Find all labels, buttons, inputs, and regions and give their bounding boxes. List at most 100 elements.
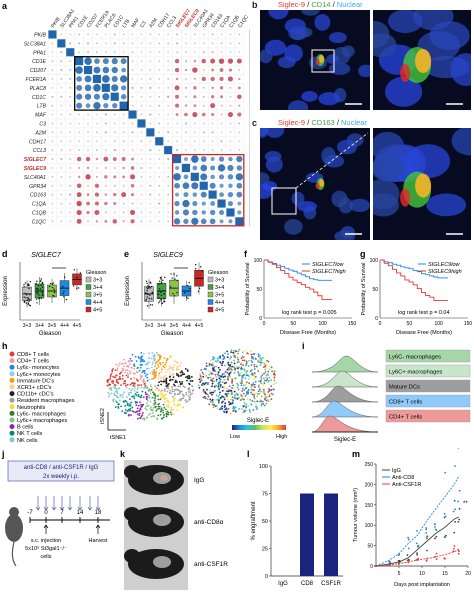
- matrix-cell: [122, 211, 125, 214]
- matrix-cell: [51, 95, 54, 98]
- matrix-cell: [104, 131, 107, 134]
- tsne-point: [153, 399, 156, 402]
- tsne-heat-point: [213, 385, 216, 388]
- matrix-cell: [60, 158, 63, 161]
- matrix-cell: [202, 140, 205, 143]
- data-point: [426, 549, 428, 552]
- matrix-cell: [48, 30, 57, 39]
- tsne-heat-point: [248, 409, 251, 411]
- matrix-cell: [167, 78, 169, 80]
- nucleus: [260, 128, 269, 138]
- tsne-point: [130, 377, 132, 380]
- matrix-cell: [219, 219, 224, 224]
- tsne-point: [178, 393, 180, 395]
- nucleus: [349, 198, 370, 213]
- tsne-point: [111, 369, 114, 372]
- x-tick-label: IgG: [278, 581, 288, 587]
- tsne-point: [185, 391, 187, 394]
- data-point: [453, 545, 456, 547]
- matrix-cell: [185, 95, 187, 98]
- data-point: [163, 299, 165, 301]
- matrix-cell: [140, 184, 143, 187]
- matrix-cell: [75, 66, 83, 74]
- tsne-point: [187, 400, 189, 403]
- matrix-cell: [105, 42, 107, 45]
- tsne-point: [162, 395, 165, 398]
- tsne-point: [114, 390, 117, 393]
- tsne-heat-point: [219, 384, 222, 386]
- tsne-heat-point: [202, 382, 205, 385]
- tsne-point: [172, 413, 175, 415]
- tsne-heat-point: [233, 362, 236, 365]
- matrix-cell: [211, 140, 214, 143]
- matrix-cell: [227, 191, 234, 198]
- cluster-label: XCR1+ cDC's: [17, 385, 52, 391]
- data-point: [164, 276, 166, 279]
- data-point: [417, 557, 419, 560]
- matrix-cell: [140, 113, 143, 116]
- legend-label: Anti-CD8: [392, 475, 414, 481]
- data-point: [29, 305, 32, 307]
- tsne-heat-point: [231, 382, 233, 385]
- tsne-point: [182, 394, 185, 397]
- tsne-point: [148, 367, 150, 370]
- panel-m-label: m: [352, 449, 360, 459]
- panel-k: k IgG anti-CD8α anti-CSF1R: [118, 448, 242, 594]
- tsne-point: [150, 383, 153, 386]
- tsne-heat-point: [230, 361, 233, 364]
- tsne-heat-point: [226, 368, 229, 371]
- data-point: [144, 292, 147, 294]
- matrix-cell: [51, 113, 54, 116]
- data-point: [53, 291, 56, 294]
- tsne-point: [168, 392, 171, 394]
- tsne-point: [184, 399, 187, 402]
- tsne-heat-point: [252, 409, 255, 411]
- tsne-heat-point: [228, 403, 231, 406]
- tsne-heat-point: [260, 357, 263, 360]
- tsne-heat-point: [219, 378, 222, 381]
- tsne-heat-point: [253, 383, 256, 386]
- panel-c-label: c: [252, 118, 258, 128]
- tsne-heat-point: [231, 365, 234, 368]
- tsne-heat-point: [209, 378, 212, 381]
- matrix-cell: [60, 220, 63, 223]
- tsne-point: [179, 371, 182, 374]
- cluster-swatch: [9, 430, 15, 436]
- stained-cell-red: [315, 183, 320, 189]
- row-gene-label: GPR34: [29, 184, 46, 190]
- tsne-heat-point: [218, 402, 221, 405]
- data-point: [407, 547, 410, 550]
- tsne-heat-point: [261, 374, 264, 376]
- tsne-point: [115, 363, 117, 366]
- matrix-cell: [112, 157, 117, 162]
- matrix-cell: [167, 69, 169, 71]
- tsne-point: [139, 396, 142, 399]
- tsne-point: [143, 372, 146, 375]
- data-point: [425, 559, 428, 562]
- tsne-heat-point: [232, 409, 235, 412]
- tsne-point: [180, 370, 183, 373]
- tsne-heat-point: [222, 400, 224, 403]
- matrix-cell: [202, 33, 205, 36]
- tsne-heat-point: [243, 359, 246, 362]
- matrix-cell: [173, 155, 182, 164]
- tsne-point: [165, 359, 168, 362]
- matrix-cell: [76, 156, 82, 162]
- tsne-point: [129, 403, 131, 406]
- tsne-heat-point: [249, 350, 252, 353]
- tsne-point: [171, 388, 174, 391]
- matrix-cell: [140, 193, 143, 196]
- tsne-point: [123, 411, 126, 414]
- tsne-point: [116, 392, 119, 395]
- matrix-cell: [96, 122, 98, 125]
- matrix-cell: [113, 167, 116, 169]
- tsne-point: [184, 368, 187, 370]
- tsne-point: [160, 380, 162, 383]
- data-point: [23, 296, 25, 298]
- legend-label: 4+5: [215, 308, 224, 314]
- tsne-heat-point: [211, 373, 213, 375]
- data-point: [150, 297, 153, 300]
- matrix-cell: [226, 208, 235, 217]
- matrix-cell: [191, 155, 199, 163]
- data-point: [24, 292, 26, 295]
